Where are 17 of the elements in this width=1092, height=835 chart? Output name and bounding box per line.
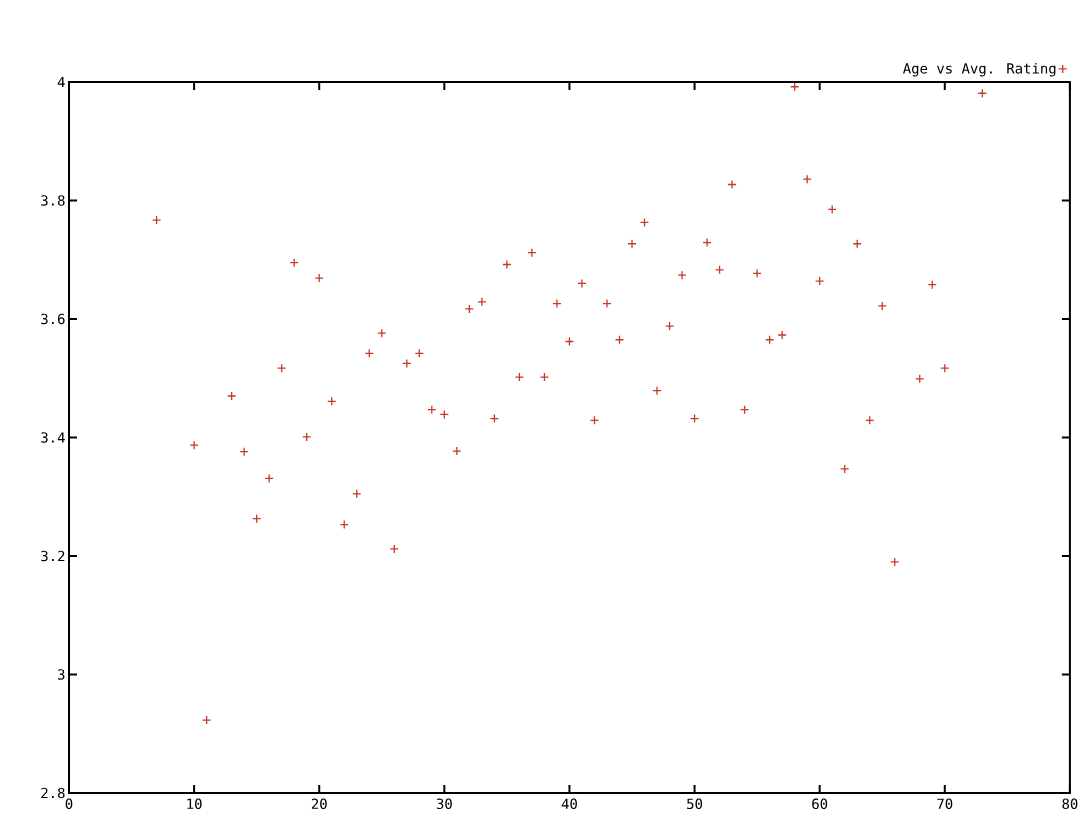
x-tick-label: 70 bbox=[937, 798, 953, 810]
y-tick-label: 3 bbox=[58, 669, 65, 680]
y-tick-label: 4 bbox=[57, 76, 65, 88]
x-tick-label: 80 bbox=[1062, 798, 1078, 810]
x-tick-label: 0 bbox=[65, 798, 73, 810]
y-tick-label: 2.8 bbox=[41, 787, 65, 799]
x-tick-label: 30 bbox=[436, 798, 452, 810]
y-tick-label: 3.6 bbox=[41, 313, 65, 325]
x-tick-label: 50 bbox=[687, 798, 703, 810]
x-tick-label: 20 bbox=[311, 798, 327, 810]
y-tick-label: 3.4 bbox=[41, 432, 65, 443]
y-tick-label: 3.2 bbox=[41, 550, 65, 562]
legend-label: Age vs Avg. Rating bbox=[903, 62, 1056, 77]
x-tick-label: 40 bbox=[561, 798, 577, 810]
x-tick-label: 10 bbox=[187, 798, 202, 810]
y-tick-label: 3.8 bbox=[41, 195, 65, 206]
x-tick-label: 60 bbox=[812, 798, 828, 810]
